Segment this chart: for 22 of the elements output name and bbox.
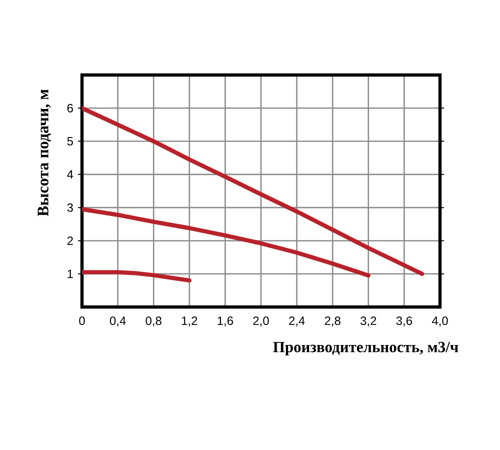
y-axis-title: Высота подачи, м xyxy=(38,89,52,216)
line-series xyxy=(82,106,424,276)
y-tick-label: 5 xyxy=(67,137,73,146)
y-tick-label: 6 xyxy=(67,104,73,112)
x-tick-label: 2,4 xyxy=(289,316,305,326)
y-tick-label: 2 xyxy=(67,236,73,245)
x-tick-label: 0,4 xyxy=(110,316,126,326)
y-tick-label: 3 xyxy=(67,203,73,212)
x-tick-label: 3,6 xyxy=(396,316,412,326)
x-tick-label: 2,8 xyxy=(324,316,340,326)
x-tick-label: 0 xyxy=(79,316,85,326)
x-tick-label: 1,6 xyxy=(218,316,234,326)
line-series xyxy=(82,207,370,278)
x-axis-title: Производительность, м3/ч xyxy=(273,342,458,356)
x-tick-label: 2,0 xyxy=(253,316,269,326)
y-tick-label: 1 xyxy=(68,270,73,278)
x-tick-label: 3,2 xyxy=(360,316,376,326)
x-tick-label: 0,8 xyxy=(146,316,162,326)
line-series xyxy=(82,270,192,283)
x-tick-label: 4,0 xyxy=(432,316,448,326)
y-tick-label: 4 xyxy=(67,170,74,179)
x-tick-label: 1,2 xyxy=(182,316,198,326)
